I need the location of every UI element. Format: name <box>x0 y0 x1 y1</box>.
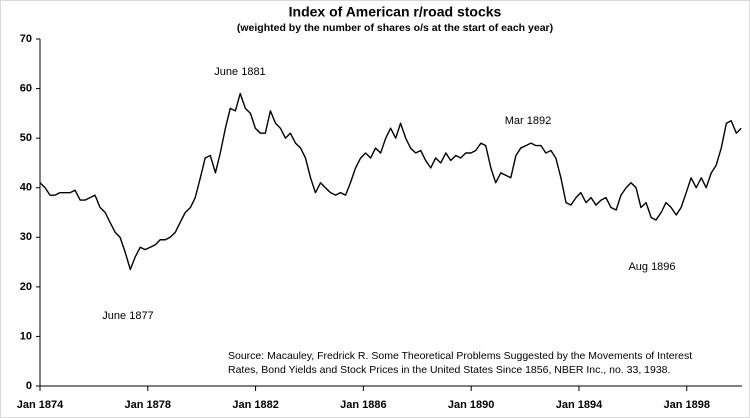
y-tick-label: 10 <box>20 330 32 342</box>
chart-subtitle: (weighted by the number of shares o/s at… <box>237 22 553 34</box>
data-line <box>39 92 742 271</box>
annotation: June 1877 <box>102 310 153 322</box>
annotation: June 1881 <box>214 66 265 78</box>
annotation: Mar 1892 <box>505 115 551 127</box>
x-tick-label: Jan 1890 <box>448 399 494 411</box>
source-note: Rates, Bond Yields and Stock Prices in t… <box>228 364 670 376</box>
y-tick-label: 40 <box>20 182 32 194</box>
y-tick-label: 60 <box>20 82 32 94</box>
annotation: Aug 1896 <box>628 261 675 273</box>
x-tick-label: Jan 1898 <box>664 399 710 411</box>
y-tick-label: 30 <box>20 231 32 243</box>
x-tick-label: Jan 1874 <box>17 399 64 411</box>
x-tick-label: Jan 1894 <box>556 399 603 411</box>
x-tick-label: Jan 1878 <box>125 399 171 411</box>
x-tick-label: Jan 1886 <box>340 399 386 411</box>
chart-title: Index of American r/road stocks <box>289 4 502 20</box>
x-tick-label: Jan 1882 <box>232 399 278 411</box>
source-note: Source: Macauley, Fredrick R. Some Theor… <box>228 350 692 362</box>
y-tick-label: 0 <box>26 380 32 392</box>
y-tick-label: 20 <box>20 281 32 293</box>
y-tick-label: 70 <box>20 33 32 45</box>
y-tick-label: 50 <box>20 132 32 144</box>
